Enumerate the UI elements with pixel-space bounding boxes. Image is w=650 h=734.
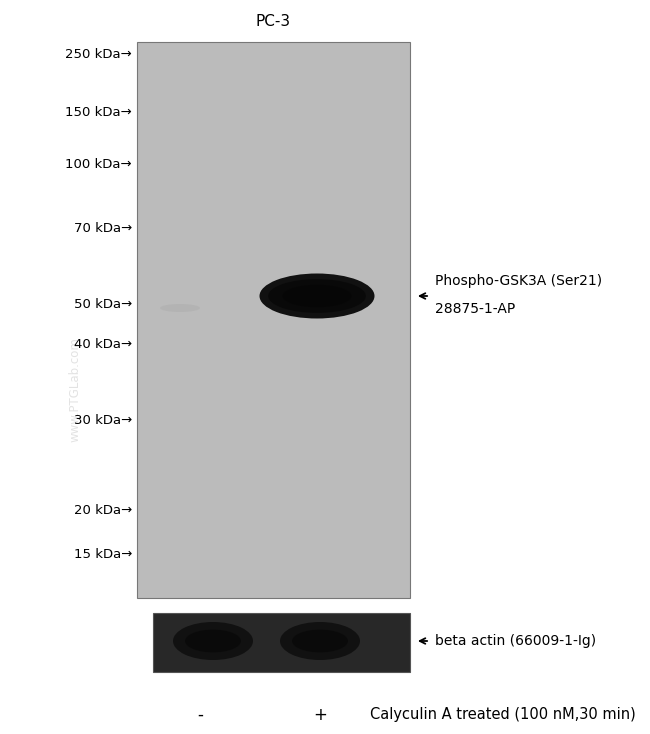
Text: PC-3: PC-3 — [255, 15, 291, 29]
Ellipse shape — [280, 622, 360, 660]
Text: 150 kDa→: 150 kDa→ — [65, 106, 132, 118]
Text: Phospho-GSK3A (Ser21): Phospho-GSK3A (Ser21) — [435, 274, 602, 288]
FancyBboxPatch shape — [137, 42, 410, 598]
Ellipse shape — [268, 279, 366, 313]
FancyBboxPatch shape — [153, 613, 410, 672]
Ellipse shape — [283, 285, 352, 308]
Ellipse shape — [259, 274, 374, 319]
Text: 100 kDa→: 100 kDa→ — [66, 159, 132, 172]
Text: Calyculin A treated (100 nM,30 min): Calyculin A treated (100 nM,30 min) — [370, 708, 636, 722]
Text: -: - — [197, 706, 203, 724]
Text: www.PTGLab.com: www.PTGLab.com — [68, 338, 81, 443]
Ellipse shape — [160, 304, 200, 312]
Text: beta actin (66009-1-Ig): beta actin (66009-1-Ig) — [435, 634, 596, 648]
Text: 28875-1-AP: 28875-1-AP — [435, 302, 515, 316]
Ellipse shape — [185, 630, 241, 653]
Ellipse shape — [292, 630, 348, 653]
Text: 70 kDa→: 70 kDa→ — [73, 222, 132, 234]
Text: 250 kDa→: 250 kDa→ — [65, 48, 132, 62]
Text: 30 kDa→: 30 kDa→ — [73, 413, 132, 426]
Text: +: + — [313, 706, 327, 724]
Text: 50 kDa→: 50 kDa→ — [73, 299, 132, 311]
Text: 40 kDa→: 40 kDa→ — [74, 338, 132, 352]
Ellipse shape — [173, 622, 253, 660]
Text: 20 kDa→: 20 kDa→ — [73, 504, 132, 517]
Text: 15 kDa→: 15 kDa→ — [73, 548, 132, 562]
